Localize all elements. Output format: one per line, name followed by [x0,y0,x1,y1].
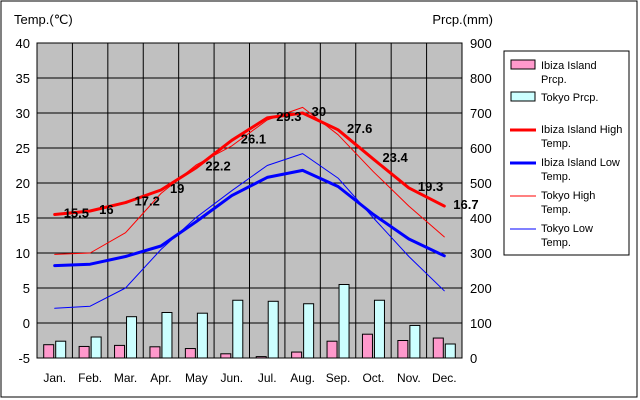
bar-tokyo-prcp [338,284,350,359]
x-tick-label: Aug. [290,371,315,385]
data-label-ibiza-high: 16.7 [453,197,478,212]
y-left-tick-label: 15 [16,211,30,226]
data-label-ibiza-high: 17.2 [135,194,160,209]
y-right-tick-label: 800 [470,71,492,86]
legend-box [503,50,630,256]
bar-tokyo-prcp [303,303,315,359]
legend-label-line2: Prcp. [541,74,567,86]
y-right-tick-label: 100 [470,316,492,331]
bar-ibiza-prcp [114,344,126,359]
x-tick-label: Apr. [150,371,171,385]
y-left-tick-label: -5 [18,351,30,366]
y-left-tick-label: 10 [16,246,30,261]
line-ibiza-high-temp [53,111,446,216]
data-label-ibiza-high: 23.4 [382,150,408,165]
y-left-tick-label: 35 [16,71,30,86]
bar-tokyo-prcp [90,336,102,359]
y-left-tick-label: 30 [16,106,30,121]
legend-label-line2: Temp. [541,204,571,216]
bar-tokyo-prcp [55,340,67,359]
bar-ibiza-prcp [291,351,303,359]
legend-swatch-bar [510,91,536,102]
bar-tokyo-prcp [444,343,456,359]
plot-border [36,42,463,359]
bar-tokyo-prcp [126,316,138,359]
y-left-tick-label: 25 [16,141,30,156]
data-label-ibiza-high: 16 [99,202,113,217]
y-right-tick-label: 600 [470,141,492,156]
legend-label: Ibiza Island High [541,124,622,136]
data-label-ibiza-high: 29.3 [276,109,301,124]
legend-label: Tokyo High [541,190,595,202]
data-label-ibiza-high: 30 [312,104,326,119]
x-tick-label: Jan. [43,371,66,385]
data-label-ibiza-high: 19 [170,181,184,196]
y-right-tick-label: 700 [470,106,492,121]
bar-tokyo-prcp [196,312,208,359]
legend-label-line2: Temp. [541,171,571,183]
legend-label: Ibiza Island [541,60,597,72]
bar-ibiza-prcp [43,344,55,359]
legend: Ibiza Island Prcp. Tokyo Prcp. Ibiza Island… [503,50,630,256]
y-right-tick-label: 0 [470,351,477,366]
y-left-tick-label: 20 [16,176,30,191]
right-axis-title: Prcp.(mm) [432,12,493,27]
y-left-tick-label: 40 [16,36,30,51]
data-label-ibiza-high: 27.6 [347,121,372,136]
data-label-ibiza-high: 15.5 [64,206,89,221]
data-label-ibiza-high: 19.3 [418,179,443,194]
y-right-tick-label: 400 [470,211,492,226]
y-right-tick-label: 200 [470,281,492,296]
data-label-ibiza-high: 26.1 [241,131,266,146]
x-tick-label: Oct. [362,371,384,385]
bar-tokyo-prcp [373,299,385,359]
x-tick-label: Mar. [114,371,137,385]
bar-ibiza-prcp [78,345,90,359]
x-tick-label: Jul. [258,371,277,385]
bar-ibiza-prcp [361,333,373,359]
bar-ibiza-prcp [149,346,161,359]
x-tick-label: Dec. [432,371,457,385]
y-right-tick-label: 300 [470,246,492,261]
legend-swatch-bar [510,59,536,70]
bar-ibiza-prcp [220,353,232,359]
legend-label-line2: Temp. [541,237,571,249]
x-tick-label: Feb. [78,371,102,385]
line-tokyo-low-temp [54,153,445,309]
x-tick-label: Jun. [220,371,243,385]
legend-label-line2: Temp. [541,138,571,150]
left-axis-title: Temp.(℃) [14,12,73,27]
x-tick-label: Nov. [397,371,421,385]
bar-ibiza-prcp [326,340,338,359]
data-label-ibiza-high: 22.2 [205,159,230,174]
bar-tokyo-prcp [232,299,244,359]
bar-ibiza-prcp [397,340,409,359]
bar-ibiza-prcp [184,348,196,359]
line-ibiza-low-temp [53,168,446,268]
legend-label: Tokyo Prcp. [541,92,598,104]
bar-tokyo-prcp [267,300,279,359]
legend-label: Ibiza Island Low [541,157,620,169]
bar-ibiza-prcp [432,337,444,359]
y-left-tick-label: 0 [23,316,30,331]
y-left-tick-label: 5 [23,281,30,296]
y-right-tick-label: 500 [470,176,492,191]
x-tick-label: Sep. [326,371,351,385]
x-tick-label: May [185,371,208,385]
y-right-tick-label: 900 [470,36,492,51]
line-tokyo-high-temp [54,106,445,255]
bar-tokyo-prcp [161,312,173,359]
legend-label: Tokyo Low [541,223,593,235]
bar-tokyo-prcp [409,324,421,359]
